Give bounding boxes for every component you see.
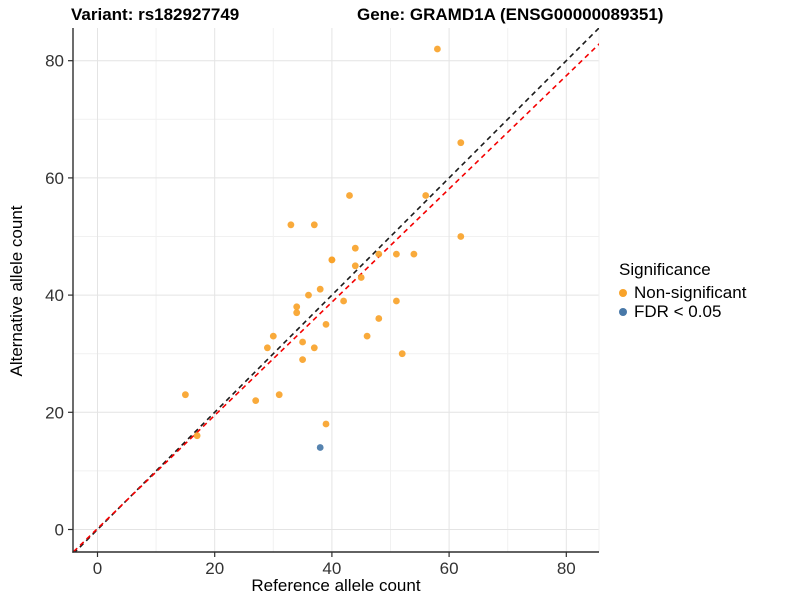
- data-point: [193, 432, 201, 440]
- tick-labels: 0 20 40 60 80 0 20 40 60 80: [45, 52, 576, 578]
- legend: Significance Non-significant FDR < 0.05: [619, 260, 746, 321]
- data-point: [375, 250, 383, 258]
- data-point: [293, 303, 301, 311]
- x-axis-title: Reference allele count: [251, 576, 421, 595]
- data-point: [316, 285, 324, 293]
- data-point: [346, 192, 353, 199]
- legend-item-non-significant: Non-significant: [619, 283, 747, 303]
- variant-title: Variant: rs182927749: [71, 5, 240, 24]
- data-point: [316, 444, 324, 451]
- data-point: [322, 321, 330, 328]
- x-tick-label: 40: [322, 559, 341, 578]
- data-point: [310, 344, 318, 352]
- series-non-significant: [182, 45, 465, 440]
- data-point: [340, 297, 347, 305]
- data-point: [299, 338, 306, 346]
- legend-item-fdr: FDR < 0.05: [619, 301, 746, 322]
- data-point: [393, 297, 400, 305]
- y-tick-label: 60: [45, 169, 64, 188]
- data-point: [310, 221, 318, 229]
- x-tick-label: 80: [557, 559, 576, 578]
- y-tick-label: 0: [55, 520, 64, 539]
- data-point: [299, 356, 306, 363]
- gene-title: Gene: GRAMD1A (ENSG00000089351): [357, 5, 664, 24]
- data-point: [434, 45, 441, 53]
- x-tick-label: 20: [205, 559, 224, 578]
- data-point: [275, 391, 283, 399]
- data-point: [322, 420, 330, 428]
- data-point: [328, 256, 336, 264]
- data-point: [410, 250, 418, 258]
- y-tick-label: 80: [45, 52, 64, 71]
- legend-title: Significance: [619, 260, 711, 279]
- fdr-dot-icon: [619, 307, 627, 316]
- data-point: [375, 315, 383, 322]
- data-point: [252, 397, 260, 404]
- data-point: [363, 332, 371, 340]
- data-point: [287, 221, 295, 229]
- minor-gridlines: [73, 28, 599, 552]
- data-point: [457, 139, 465, 147]
- y-axis-title: Alternative allele count: [7, 205, 26, 377]
- tick-marks: [68, 60, 567, 557]
- data-point: [351, 262, 359, 270]
- axis-lines: [72, 28, 599, 553]
- non-significant-dot-icon: [619, 289, 627, 298]
- data-point: [264, 344, 271, 352]
- fit-line: [73, 43, 599, 552]
- y-tick-label: 20: [45, 403, 64, 422]
- x-tick-label: 60: [440, 559, 459, 578]
- data-point: [269, 332, 277, 340]
- legend-item-label: FDR < 0.05: [634, 301, 722, 321]
- data-point: [393, 250, 400, 258]
- major-gridlines: [73, 28, 599, 552]
- x-tick-label: 0: [93, 559, 102, 578]
- data-point: [305, 291, 312, 299]
- identity-line: [73, 28, 599, 552]
- data-point: [398, 350, 406, 358]
- data-point: [293, 309, 301, 317]
- y-tick-label: 40: [45, 286, 64, 305]
- data-point: [457, 233, 465, 240]
- data-point: [357, 274, 365, 281]
- data-point: [182, 391, 189, 399]
- legend-item-label: Non-significant: [634, 283, 747, 302]
- data-point: [422, 192, 430, 199]
- data-point: [351, 244, 359, 252]
- series-fdr-0-05: [316, 444, 324, 451]
